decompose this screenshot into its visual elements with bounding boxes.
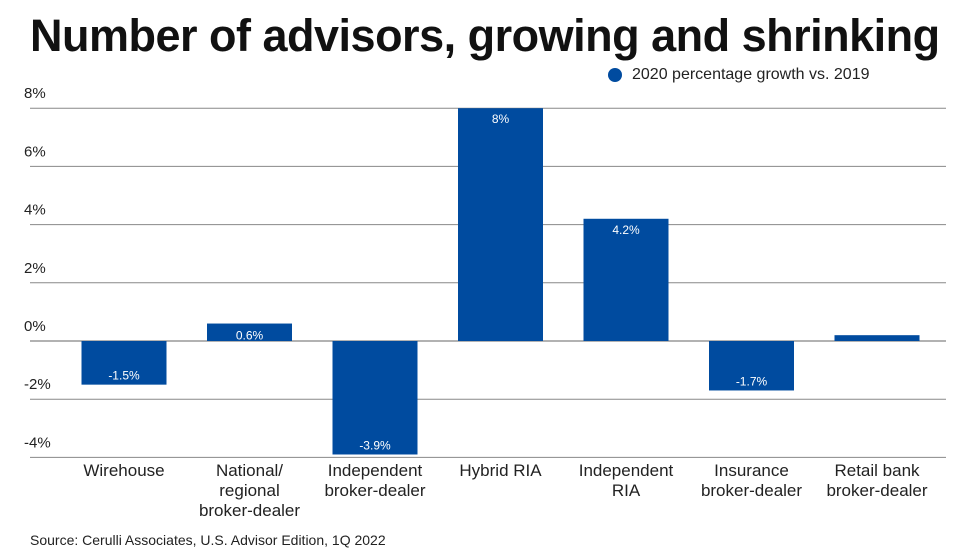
data-label: -1.5% [108,369,140,383]
legend-swatch [608,68,622,82]
bar [332,341,418,455]
y-tick-label: 2% [24,260,46,277]
x-tick-label: RIA [612,481,641,500]
x-tick-label: Insurance [714,461,789,480]
bar [709,341,794,391]
chart-title: Number of advisors, growing and shrinkin… [30,10,940,61]
x-tick-label: broker-dealer [826,481,927,500]
legend-label: 2020 percentage growth vs. 2019 [632,66,870,83]
x-tick-label: Independent [328,461,423,480]
data-label: 8% [492,112,510,126]
data-label: -3.9% [359,438,391,452]
data-label: 0.6% [236,329,264,343]
legend: 2020 percentage growth vs. 2019 [608,66,870,84]
x-tick-label: National/ [216,461,283,480]
y-tick-label: -4% [24,434,51,451]
x-tick-label: broker-dealer [199,501,300,520]
y-tick-label: 0% [24,318,46,335]
y-tick-label: 8% [24,85,46,102]
y-tick-label: 4% [24,202,46,219]
bar [81,341,167,385]
data-label: 4.2% [612,223,640,237]
x-tick-label: broker-dealer [701,481,802,500]
x-tick-label: Retail bank [834,461,920,480]
x-tick-label: regional [219,481,280,500]
y-tick-label: -2% [24,376,51,393]
x-tick-label: Wirehouse [83,461,164,480]
source-note: Source: Cerulli Associates, U.S. Advisor… [30,532,386,548]
data-label: -1.7% [736,374,768,388]
x-tick-label: Independent [579,461,674,480]
x-tick-label: Hybrid RIA [459,461,542,480]
data-label: 0.2% [863,340,891,354]
y-tick-label: 6% [24,143,46,160]
bar [207,323,292,341]
bar [583,218,669,341]
x-tick-label: broker-dealer [324,481,425,500]
bar [458,108,543,341]
bar [834,335,920,341]
